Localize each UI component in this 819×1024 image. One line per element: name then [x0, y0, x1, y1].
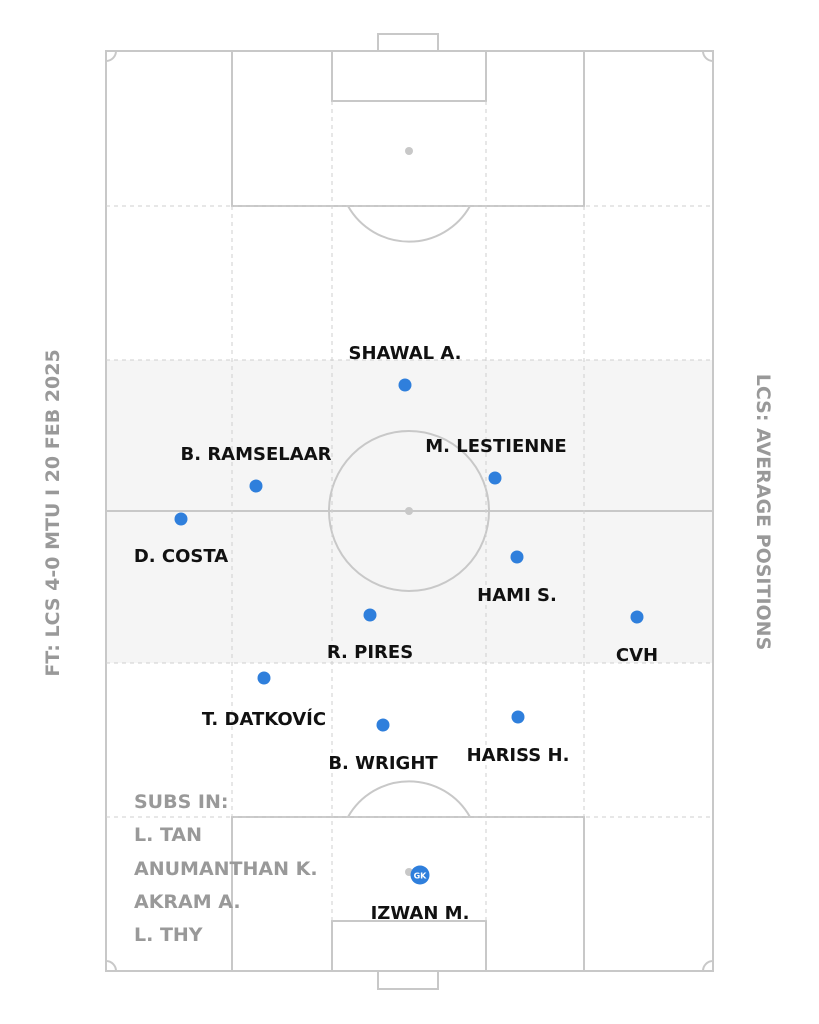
gk-badge: GK: [414, 872, 428, 881]
player-marker: B. WRIGHT: [328, 718, 438, 774]
top-penalty-arc: [347, 205, 471, 243]
player-label: T. DATKOVÍC: [202, 708, 326, 730]
player-label: SHAWAL A.: [349, 343, 462, 364]
player-label: IZWAN M.: [371, 903, 470, 924]
corner-arc: [105, 50, 117, 62]
subs-list: SUBS IN: L. TAN ANUMANTHAN K. AKRAM A. L…: [134, 791, 318, 946]
sub-name: L. TAN: [134, 824, 202, 846]
player-label: HARISS H.: [467, 745, 570, 766]
player-dot: [376, 718, 390, 732]
goalkeeper-marker: GK IZWAN M.: [371, 865, 470, 924]
players-layer: SHAWAL A. M. LESTIENNE B. RAMSELAAR D. C…: [134, 343, 658, 924]
player-dot: [174, 512, 188, 526]
centre-circle: [328, 430, 490, 592]
corner-arc: [702, 50, 714, 62]
bottom-penalty-area: [231, 816, 585, 972]
player-dot: [257, 671, 271, 685]
sub-name: AKRAM A.: [134, 891, 241, 913]
match-title: FT: LCS 4-0 MTU I 20 FEB 2025: [42, 349, 64, 676]
player-marker: R. PIRES: [327, 608, 413, 663]
bottom-goal: [377, 970, 439, 990]
player-dot: [398, 378, 412, 392]
player-label: CVH: [616, 645, 658, 666]
player-marker: B. RAMSELAAR: [181, 444, 332, 493]
sub-name: ANUMANTHAN K.: [134, 858, 318, 880]
subs-heading: SUBS IN:: [134, 791, 228, 813]
top-goal-area: [331, 50, 487, 102]
chart-title: LCS: AVERAGE POSITIONS: [752, 374, 774, 651]
pitch-markings: [105, 33, 714, 990]
player-label: R. PIRES: [327, 642, 413, 663]
bottom-penalty-arc: [347, 780, 471, 818]
corner-arc: [702, 960, 714, 972]
player-marker: D. COSTA: [134, 512, 228, 567]
player-label: HAMI S.: [477, 585, 557, 606]
player-label: M. LESTIENNE: [425, 436, 566, 457]
player-dot: [488, 471, 502, 485]
top-goal: [377, 33, 439, 52]
player-marker: SHAWAL A.: [349, 343, 462, 392]
player-marker: T. DATKOVÍC: [202, 671, 326, 730]
player-marker: HARISS H.: [467, 710, 570, 766]
player-label: B. RAMSELAAR: [181, 444, 332, 465]
bottom-goal-area: [331, 920, 487, 972]
top-penalty-area: [231, 50, 585, 207]
centre-spot: [405, 507, 413, 515]
player-dot: [410, 865, 430, 885]
sub-name: L. THY: [134, 924, 203, 946]
corner-arc: [105, 960, 117, 972]
player-marker: CVH: [616, 610, 658, 666]
player-dot: [630, 610, 644, 624]
player-label: B. WRIGHT: [328, 753, 438, 774]
player-dot: [511, 710, 525, 724]
player-dot: [510, 550, 524, 564]
player-dot: [363, 608, 377, 622]
player-dot: [249, 479, 263, 493]
zone-grid: [106, 101, 713, 921]
player-marker: M. LESTIENNE: [425, 436, 567, 485]
player-label: D. COSTA: [134, 546, 228, 567]
top-penalty-spot: [405, 147, 413, 155]
player-marker: HAMI S.: [477, 550, 557, 606]
